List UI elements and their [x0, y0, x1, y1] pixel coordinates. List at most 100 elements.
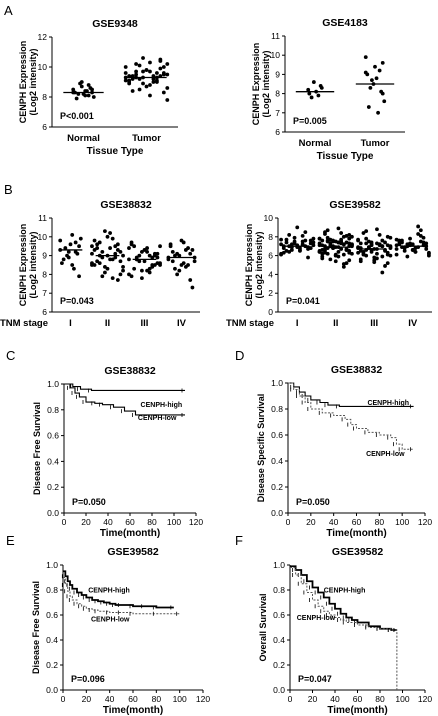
data-point — [333, 239, 338, 244]
data-point — [188, 251, 193, 256]
data-point — [147, 253, 152, 258]
data-point — [375, 251, 379, 256]
y-tick-label: 6 — [42, 307, 47, 317]
data-point — [380, 244, 385, 249]
data-point — [418, 228, 423, 233]
data-point — [60, 261, 64, 266]
x-tick-label: 60 — [352, 517, 362, 527]
data-point — [140, 276, 144, 281]
data-point — [155, 80, 159, 84]
data-point — [132, 266, 137, 271]
data-point — [148, 83, 152, 87]
y-tick-label: 8 — [42, 92, 47, 102]
data-point — [356, 238, 360, 243]
data-point — [385, 252, 390, 257]
data-point — [317, 236, 322, 241]
y-tick-label: 0.2 — [273, 660, 285, 670]
data-point — [325, 235, 330, 240]
data-point — [65, 253, 69, 258]
x-tick-label: 80 — [375, 517, 385, 527]
data-point — [141, 81, 145, 86]
data-point — [372, 255, 377, 260]
y-axis-label: (Log2 intensity) — [254, 231, 264, 298]
data-point — [86, 83, 91, 87]
data-point — [177, 268, 182, 273]
data-point — [161, 71, 166, 75]
x-tick-label: 40 — [330, 694, 340, 704]
y-tick-label: 1.0 — [271, 378, 283, 388]
data-point — [413, 249, 418, 254]
y-tick-label: 0.6 — [273, 610, 285, 620]
data-point — [356, 246, 360, 250]
data-point — [115, 278, 120, 282]
category-label: I — [296, 318, 299, 329]
data-point — [86, 93, 91, 98]
data-point — [90, 251, 94, 256]
data-point — [364, 241, 369, 246]
x-axis-label: Time(month) — [103, 705, 163, 716]
y-tick-label: 0.0 — [273, 685, 285, 695]
panel-letter: E — [6, 533, 15, 548]
data-point — [394, 237, 399, 242]
data-point — [383, 264, 387, 268]
data-point — [376, 110, 380, 115]
panel-5: D GSE38832 0.0 0.2 0.4 0.6 0.8 1.0 Disease Speci… — [235, 348, 432, 539]
y-axis-label: CENPH Expression — [18, 224, 28, 307]
panel-title: GSE4183 — [322, 17, 368, 29]
y-tick-label: 6 — [42, 122, 47, 132]
data-point — [380, 270, 385, 275]
panel-2: B GSE38832 6 7 8 9 10 11 CENPH Expression (Log2 i… — [0, 182, 200, 329]
y-axis-label: (Log2 intensity) — [28, 48, 38, 115]
data-point — [68, 242, 73, 247]
data-point — [336, 249, 341, 254]
legend-label: CENPH-high — [324, 588, 366, 595]
y-tick-label: 6 — [268, 251, 273, 261]
data-point — [58, 238, 63, 243]
data-point — [325, 251, 330, 256]
data-point — [75, 251, 80, 256]
y-tick-label: 0.2 — [47, 482, 59, 492]
data-point — [281, 246, 286, 250]
y-tick-label: 0.2 — [271, 482, 283, 492]
y-axis-label: CENPH Expression — [251, 43, 261, 126]
category-label: Normal — [67, 133, 100, 144]
panel-3: GSE39582 0 2 4 6 8 10 CENPH Expression (Log2 int… — [226, 199, 432, 329]
data-point — [284, 249, 289, 253]
data-point — [295, 225, 300, 230]
data-point — [377, 233, 382, 237]
data-point — [141, 69, 145, 74]
panel-letter: A — [4, 3, 13, 18]
y-tick-label: 8 — [275, 89, 280, 99]
x-tick-label: 120 — [418, 517, 432, 527]
data-point — [188, 278, 193, 282]
data-point — [179, 238, 184, 243]
panel-7: F GSE39582 0.0 0.2 0.4 0.6 0.8 1.0 Overall Survi… — [235, 533, 432, 716]
x-axis-label: Time(month) — [100, 528, 160, 539]
data-point — [316, 93, 321, 98]
legend-label: CENPH-high — [141, 402, 183, 409]
y-tick-label: 12 — [38, 32, 48, 42]
data-point — [148, 69, 152, 74]
data-point — [385, 261, 390, 266]
data-point — [339, 240, 344, 245]
data-point — [364, 229, 369, 234]
data-point — [372, 260, 377, 265]
x-tick-label: 120 — [189, 517, 203, 527]
data-point — [418, 233, 423, 238]
panel-title: GSE38832 — [331, 364, 383, 376]
category-label: IV — [177, 318, 187, 329]
p-value: P=0.043 — [60, 296, 94, 306]
y-tick-label: 11 — [38, 213, 47, 223]
data-point — [100, 255, 105, 260]
x-tick-label: 40 — [329, 517, 339, 527]
x-tick-label: 100 — [395, 517, 409, 527]
y-tick-label: 7 — [275, 108, 280, 118]
data-point — [134, 69, 139, 74]
data-point — [319, 85, 324, 90]
y-tick-label: 0.8 — [46, 585, 58, 595]
x-tick-label: 100 — [167, 517, 181, 527]
data-point — [74, 96, 79, 101]
y-axis-label: (Log2 intensity) — [28, 231, 38, 298]
data-point — [121, 264, 125, 269]
data-point — [140, 268, 144, 273]
